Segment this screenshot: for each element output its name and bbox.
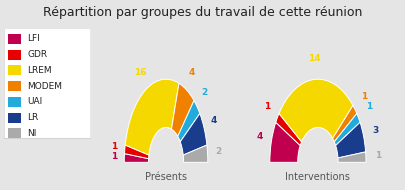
Bar xyxy=(9,50,21,60)
Wedge shape xyxy=(171,83,194,136)
Text: 16: 16 xyxy=(134,68,146,77)
Wedge shape xyxy=(178,101,200,142)
Wedge shape xyxy=(180,113,207,155)
FancyBboxPatch shape xyxy=(4,28,91,139)
Text: Présents: Présents xyxy=(145,172,187,182)
Wedge shape xyxy=(276,113,302,146)
Text: 1: 1 xyxy=(375,151,381,160)
Wedge shape xyxy=(338,152,366,162)
Bar xyxy=(9,81,21,91)
Wedge shape xyxy=(336,122,366,158)
Text: Répartition par groupes du travail de cette réunion: Répartition par groupes du travail de ce… xyxy=(43,6,362,19)
Wedge shape xyxy=(124,154,149,162)
Text: 4: 4 xyxy=(211,116,217,125)
Text: 3: 3 xyxy=(372,126,378,135)
Bar xyxy=(9,128,21,138)
Text: 4: 4 xyxy=(189,68,195,77)
Text: 1: 1 xyxy=(361,92,367,101)
Text: NI: NI xyxy=(28,129,37,138)
Wedge shape xyxy=(125,79,179,155)
Bar xyxy=(9,66,21,75)
Text: 2: 2 xyxy=(215,147,221,156)
Text: UAI: UAI xyxy=(28,97,43,106)
Text: 14: 14 xyxy=(308,54,320,63)
Text: 2: 2 xyxy=(202,88,208,97)
Bar xyxy=(9,113,21,123)
Text: 1: 1 xyxy=(366,102,372,111)
Text: LR: LR xyxy=(28,113,39,122)
Text: LFI: LFI xyxy=(28,34,40,44)
Wedge shape xyxy=(334,113,360,146)
Bar xyxy=(9,97,21,107)
Text: 4: 4 xyxy=(256,132,263,141)
Text: GDR: GDR xyxy=(28,50,48,59)
Bar xyxy=(9,34,21,44)
Wedge shape xyxy=(333,105,357,142)
Text: 1: 1 xyxy=(264,102,270,111)
Text: MODEM: MODEM xyxy=(28,82,62,91)
Text: Interventions: Interventions xyxy=(286,172,350,182)
Wedge shape xyxy=(124,145,149,159)
Wedge shape xyxy=(270,122,300,162)
Text: 1: 1 xyxy=(111,142,117,151)
Text: 1: 1 xyxy=(111,152,117,161)
Text: LREM: LREM xyxy=(28,66,52,75)
Wedge shape xyxy=(183,145,208,162)
Wedge shape xyxy=(279,79,353,142)
